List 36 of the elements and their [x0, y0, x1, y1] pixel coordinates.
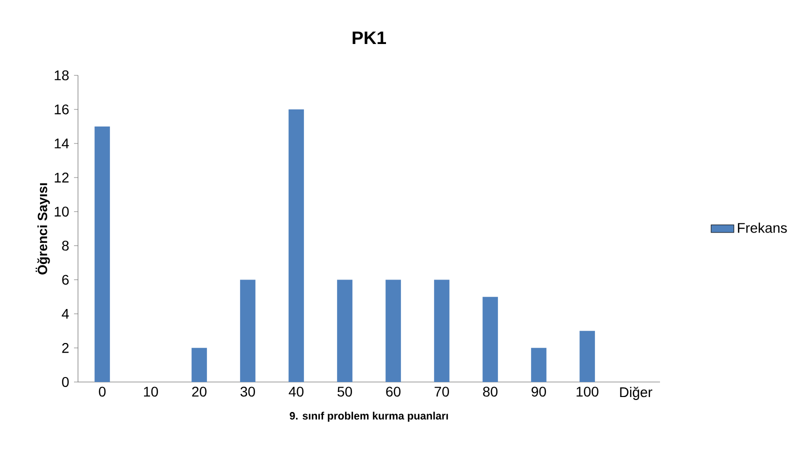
x-tick-label: 40 [288, 386, 304, 397]
bar [531, 348, 546, 382]
legend-label: Frekans [738, 222, 787, 233]
x-tick-label: 80 [483, 386, 498, 397]
y-tick-label: 12 [54, 172, 69, 182]
bar [386, 280, 401, 382]
y-tick-label: 14 [54, 138, 69, 148]
bar [482, 296, 498, 382]
bar [580, 330, 595, 382]
y-axis-title: Öğrenci Sayısı [36, 183, 50, 274]
x-tick-label: 60 [386, 386, 400, 397]
chart-title: PK1 [352, 32, 386, 44]
y-tick-label: 6 [62, 274, 69, 285]
bar [240, 280, 256, 382]
x-tick-label: 20 [192, 386, 206, 397]
bar [192, 348, 207, 382]
x-tick-label: 50 [338, 386, 352, 397]
bar [337, 280, 352, 382]
x-axis-title: 9. sınıf problem kurma puanları [290, 412, 448, 422]
bar [288, 109, 304, 382]
y-tick-label: 16 [54, 104, 69, 114]
x-tick-label: 30 [240, 386, 255, 397]
x-tick-label: 10 [144, 386, 158, 397]
x-tick-label: Diğer [620, 386, 652, 400]
x-tick-label: 100 [576, 386, 598, 397]
y-tick-label: 18 [54, 70, 69, 80]
bar [94, 126, 110, 382]
y-tick-label: 0 [62, 377, 69, 387]
y-tick-label: 8 [62, 240, 69, 251]
x-tick-label: 90 [532, 386, 546, 397]
y-tick-label: 4 [62, 309, 69, 319]
x-tick-label: 0 [98, 386, 106, 397]
y-tick-label: 2 [62, 343, 69, 353]
y-tick-label: 10 [54, 206, 69, 217]
x-tick-label: 70 [434, 386, 449, 397]
bar [434, 280, 450, 382]
